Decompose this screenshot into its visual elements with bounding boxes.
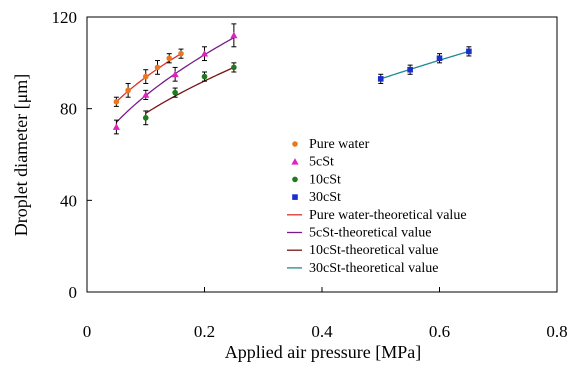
data-point: [166, 55, 173, 62]
legend-label: 5cSt-theoretical value: [309, 226, 431, 241]
data-point: [436, 55, 443, 62]
theoretical-curves: [115, 37, 470, 123]
legend-label: 10cSt-theoretical value: [309, 243, 438, 258]
legend-label: 30cSt: [309, 190, 341, 205]
y-tick-label: 0: [69, 283, 78, 302]
tick-group: 0 0.2 0.4 0.6 0.8 0 40 80 120: [52, 8, 568, 341]
legend-label: 10cSt: [309, 172, 341, 187]
data-point: [142, 73, 149, 80]
y-tick-label: 80: [60, 100, 77, 119]
x-tick-label: 0.2: [194, 322, 215, 341]
y-tick-label: 120: [52, 8, 78, 27]
data-point: [125, 87, 131, 94]
data-point: [230, 31, 238, 39]
data-point: [231, 64, 237, 71]
data-markers: [112, 31, 472, 130]
x-tick-label: 0.8: [546, 322, 567, 341]
data-point: [113, 98, 120, 105]
theoretical-curve: [380, 50, 470, 80]
data-point: [466, 48, 472, 55]
data-point: [142, 115, 149, 121]
legend-label: 30cSt-theoretical value: [309, 261, 438, 276]
x-tick-label: 0.6: [429, 322, 450, 341]
x-tick-label: 0: [83, 322, 92, 341]
data-point: [407, 66, 413, 73]
legend-marker: [292, 194, 298, 200]
data-point: [201, 73, 208, 80]
legend-label: Pure water: [309, 137, 370, 152]
theoretical-curve: [115, 53, 182, 103]
data-point: [200, 50, 209, 57]
y-axis-title: Droplet diameter [μm]: [11, 74, 31, 237]
legend-marker: [291, 158, 299, 165]
legend: Pure water 5cSt 10cSt 30cSt Pure water-theor…: [287, 137, 467, 276]
x-tick-label: 0.4: [311, 322, 333, 341]
data-point: [142, 91, 150, 98]
legend-marker: [292, 176, 298, 183]
x-axis-title: Applied air pressure [MPa]: [225, 342, 421, 362]
data-point: [172, 89, 178, 96]
data-point: [171, 70, 179, 78]
data-point: [377, 76, 384, 82]
legend-marker: [292, 141, 298, 147]
y-tick-label: 40: [60, 191, 77, 210]
data-point: [178, 50, 184, 57]
legend-label: 5cSt: [309, 155, 334, 170]
data-point: [112, 123, 120, 130]
legend-label: Pure water-theoretical value: [309, 208, 467, 223]
data-point: [154, 64, 161, 71]
theoretical-curve: [145, 66, 235, 114]
